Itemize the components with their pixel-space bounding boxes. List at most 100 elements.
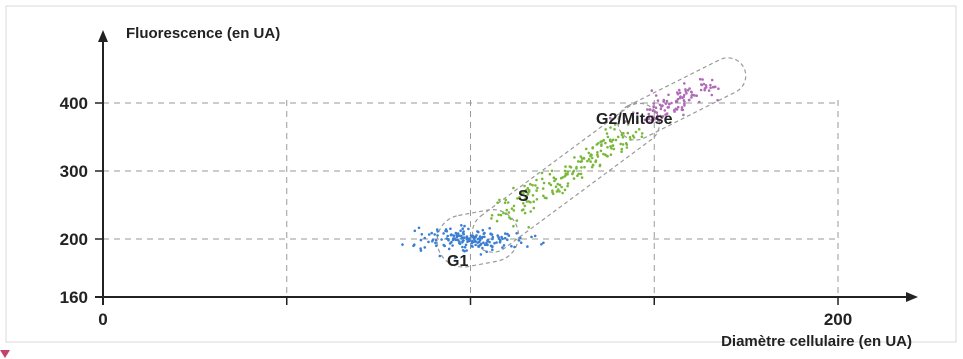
data-point-s [520, 209, 524, 212]
data-point-s [568, 165, 572, 168]
data-point-s [605, 154, 609, 158]
data-point-s [602, 152, 605, 156]
data-point-g1 [496, 234, 500, 237]
data-point-g1 [451, 238, 455, 242]
data-point-g1 [483, 231, 486, 235]
data-point-g1 [430, 231, 434, 235]
data-point-g2-mitose [717, 87, 720, 90]
data-point-g2-mitose [709, 83, 712, 87]
data-point-g1 [448, 242, 452, 245]
data-point-g2-mitose [704, 86, 708, 89]
data-point-s [526, 192, 530, 196]
data-point-s [495, 219, 499, 223]
data-point-s [502, 211, 505, 215]
data-point-s [606, 135, 610, 139]
data-point-s [515, 219, 519, 222]
data-point-s [548, 172, 552, 176]
data-point-s [628, 136, 632, 139]
data-point-g1 [451, 244, 454, 247]
data-point-g2-mitose [678, 91, 682, 95]
data-point-g2-mitose [679, 95, 682, 98]
data-point-s [613, 128, 616, 131]
data-point-s [503, 201, 507, 204]
data-point-s [563, 169, 567, 173]
data-point-g1 [445, 229, 449, 233]
data-point-s [566, 182, 570, 185]
data-point-g1 [456, 238, 460, 242]
data-point-g2-mitose [652, 105, 655, 108]
data-point-g2-mitose [682, 113, 685, 117]
data-point-s [611, 138, 615, 142]
data-point-s [572, 169, 576, 173]
data-point-s [590, 165, 594, 169]
data-point-g1 [471, 235, 474, 238]
data-point-g1 [540, 243, 543, 246]
data-point-s [572, 177, 576, 180]
data-point-s [535, 189, 538, 192]
data-point-g2-mitose [654, 94, 658, 97]
data-point-s [591, 146, 594, 150]
data-point-s [498, 198, 501, 202]
phase-envelopes [436, 57, 747, 268]
data-point-g1 [491, 248, 494, 251]
data-point-g1 [542, 241, 545, 245]
data-point-g1 [493, 241, 496, 245]
data-point-s [535, 198, 539, 201]
data-point-s [619, 142, 622, 146]
data-point-s [577, 172, 580, 176]
data-point-g1 [423, 236, 427, 240]
data-point-g1 [433, 233, 437, 236]
data-point-g2-mitose [658, 103, 662, 107]
data-point-s [563, 175, 566, 178]
data-point-g1 [473, 239, 477, 243]
data-point-g2-mitose [656, 117, 659, 120]
data-point-g2-mitose [659, 107, 663, 111]
data-point-g2-mitose [699, 88, 703, 92]
data-point-g2-mitose [670, 101, 673, 105]
data-point-g2-mitose [702, 82, 706, 86]
data-point-g1 [412, 244, 415, 248]
data-point-g2-mitose [650, 89, 654, 92]
x-axis-title: Diamètre cellulaire (en UA) [721, 333, 912, 350]
y-tick-label: 200 [60, 230, 88, 249]
data-point-g1 [419, 247, 422, 250]
data-point-g1 [510, 244, 513, 248]
data-point-s [579, 155, 583, 158]
data-point-g1 [485, 241, 488, 245]
data-point-g1 [485, 250, 489, 254]
data-point-g1 [413, 229, 417, 233]
data-point-s [624, 142, 628, 145]
data-point-s [605, 132, 609, 135]
data-point-g2-mitose [695, 94, 698, 97]
data-point-s [490, 217, 493, 220]
data-point-g2-mitose [687, 98, 691, 102]
data-point-g2-mitose [665, 112, 669, 115]
data-point-g1 [423, 246, 427, 249]
data-point-g1 [481, 246, 484, 250]
data-point-g1 [467, 239, 471, 243]
data-point-s [626, 131, 630, 135]
data-point-g2-mitose [684, 88, 687, 91]
data-point-s [614, 138, 618, 142]
data-point-s [594, 160, 597, 164]
data-point-s [506, 201, 510, 204]
data-point-g2-mitose [680, 106, 684, 109]
data-point-g2-mitose [680, 108, 684, 111]
data-point-s [640, 135, 644, 138]
data-point-s [580, 166, 583, 169]
data-point-s [620, 133, 624, 137]
data-point-s [587, 158, 591, 161]
data-point-g1 [452, 234, 456, 238]
data-point-s [535, 178, 538, 182]
data-point-g2-mitose [668, 103, 671, 106]
data-point-s [561, 176, 564, 179]
data-point-s [595, 143, 599, 146]
data-point-g2-mitose [636, 120, 639, 124]
data-point-g1 [458, 242, 462, 245]
data-point-g1 [488, 240, 491, 244]
data-point-g1 [530, 235, 533, 239]
data-point-g1 [463, 224, 466, 228]
data-point-s [504, 212, 508, 215]
data-point-g2-mitose [643, 118, 647, 122]
data-point-s [490, 214, 494, 217]
